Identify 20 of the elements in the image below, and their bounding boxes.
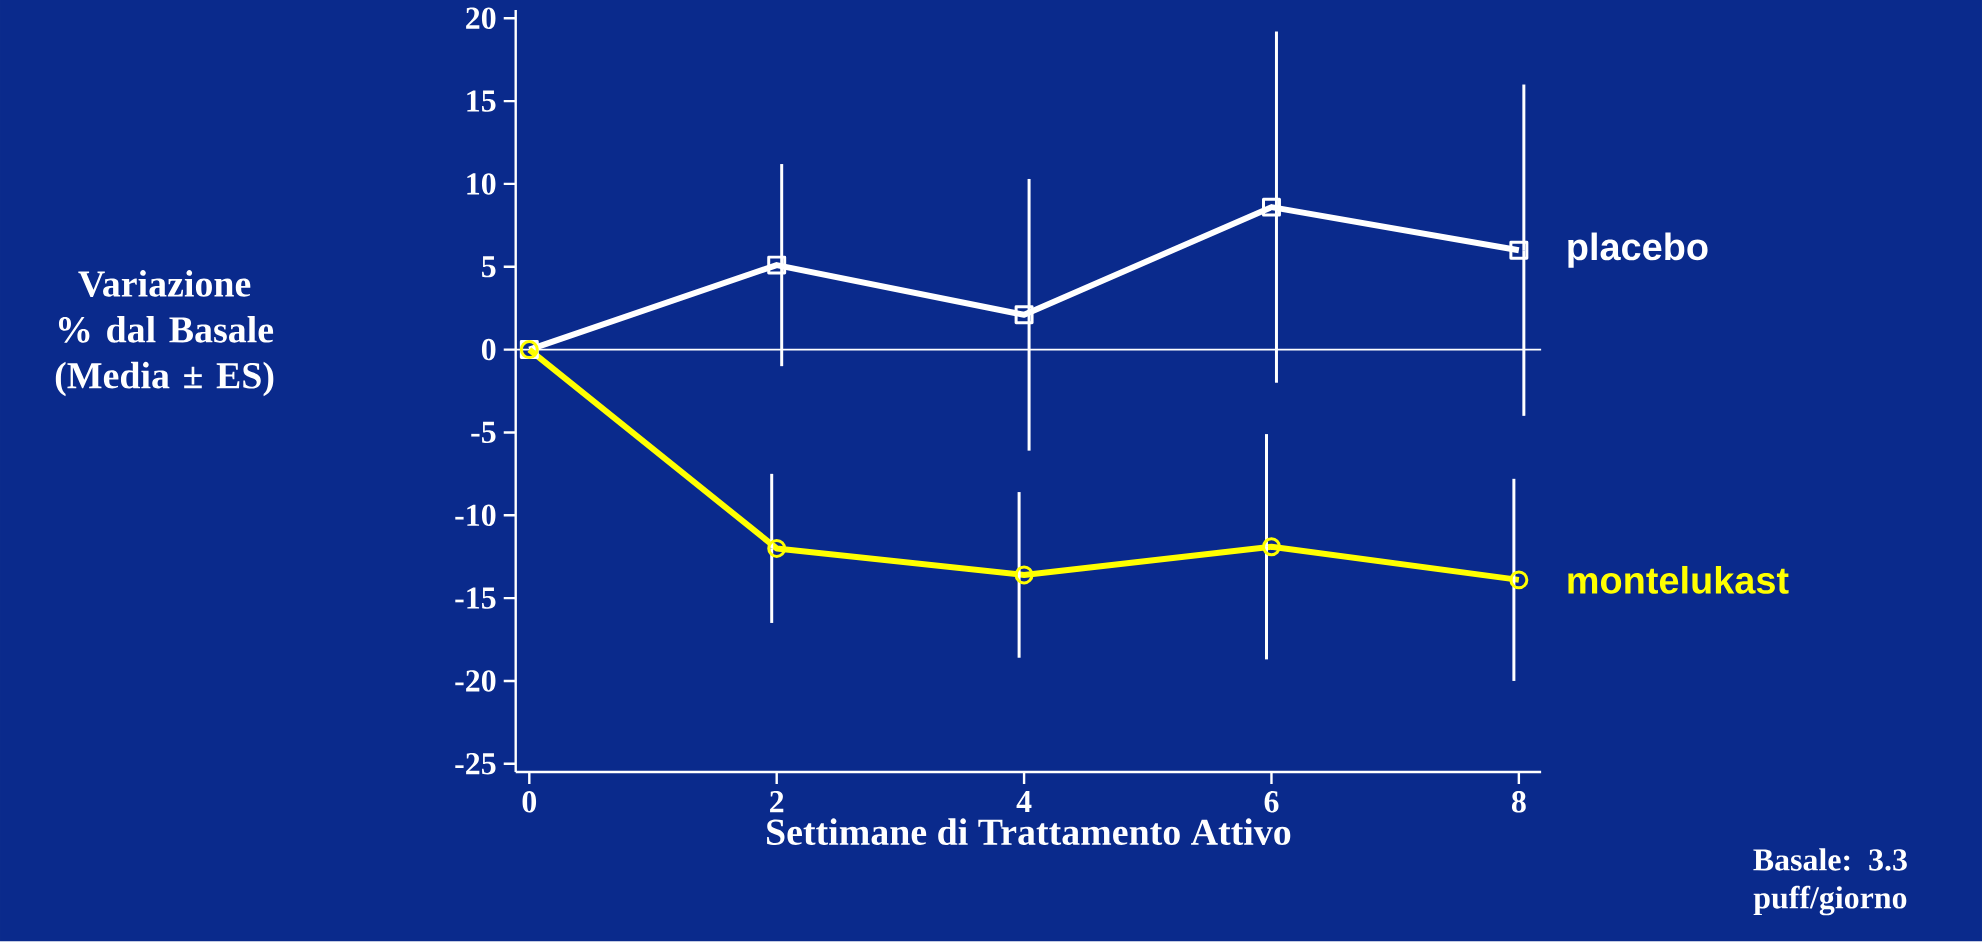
x-tick-label: 4 bbox=[1016, 791, 1032, 813]
text: Basale: 3.3 puff/giorno bbox=[1753, 848, 1907, 916]
y-tick-label: 20 bbox=[466, 7, 496, 30]
x-tick-label: 8 bbox=[1511, 791, 1526, 813]
x-axis-title: Settimane di Trattamento Attivo bbox=[767, 818, 1291, 846]
x-tick-label: 0 bbox=[522, 791, 537, 813]
series-label: montelukast bbox=[1568, 566, 1789, 594]
y-tick-label: -15 bbox=[455, 587, 496, 609]
y-tick-label: 10 bbox=[467, 173, 496, 195]
y-axis-title: Variazione % dal Basale (Media ± ES) bbox=[55, 270, 274, 397]
y-tick-label: 15 bbox=[467, 90, 496, 112]
y-tick-label: 0 bbox=[481, 339, 496, 361]
x-tick-label: 6 bbox=[1264, 791, 1279, 813]
x-tick-label: 2 bbox=[770, 791, 784, 813]
series-label: placebo bbox=[1568, 232, 1708, 269]
y-tick-label: -20 bbox=[455, 670, 496, 692]
y-tick-label: -25 bbox=[455, 753, 496, 775]
y-tick-label: -5 bbox=[471, 422, 496, 444]
y-tick-label: -10 bbox=[455, 504, 496, 527]
y-tick-label: 5 bbox=[482, 256, 496, 278]
